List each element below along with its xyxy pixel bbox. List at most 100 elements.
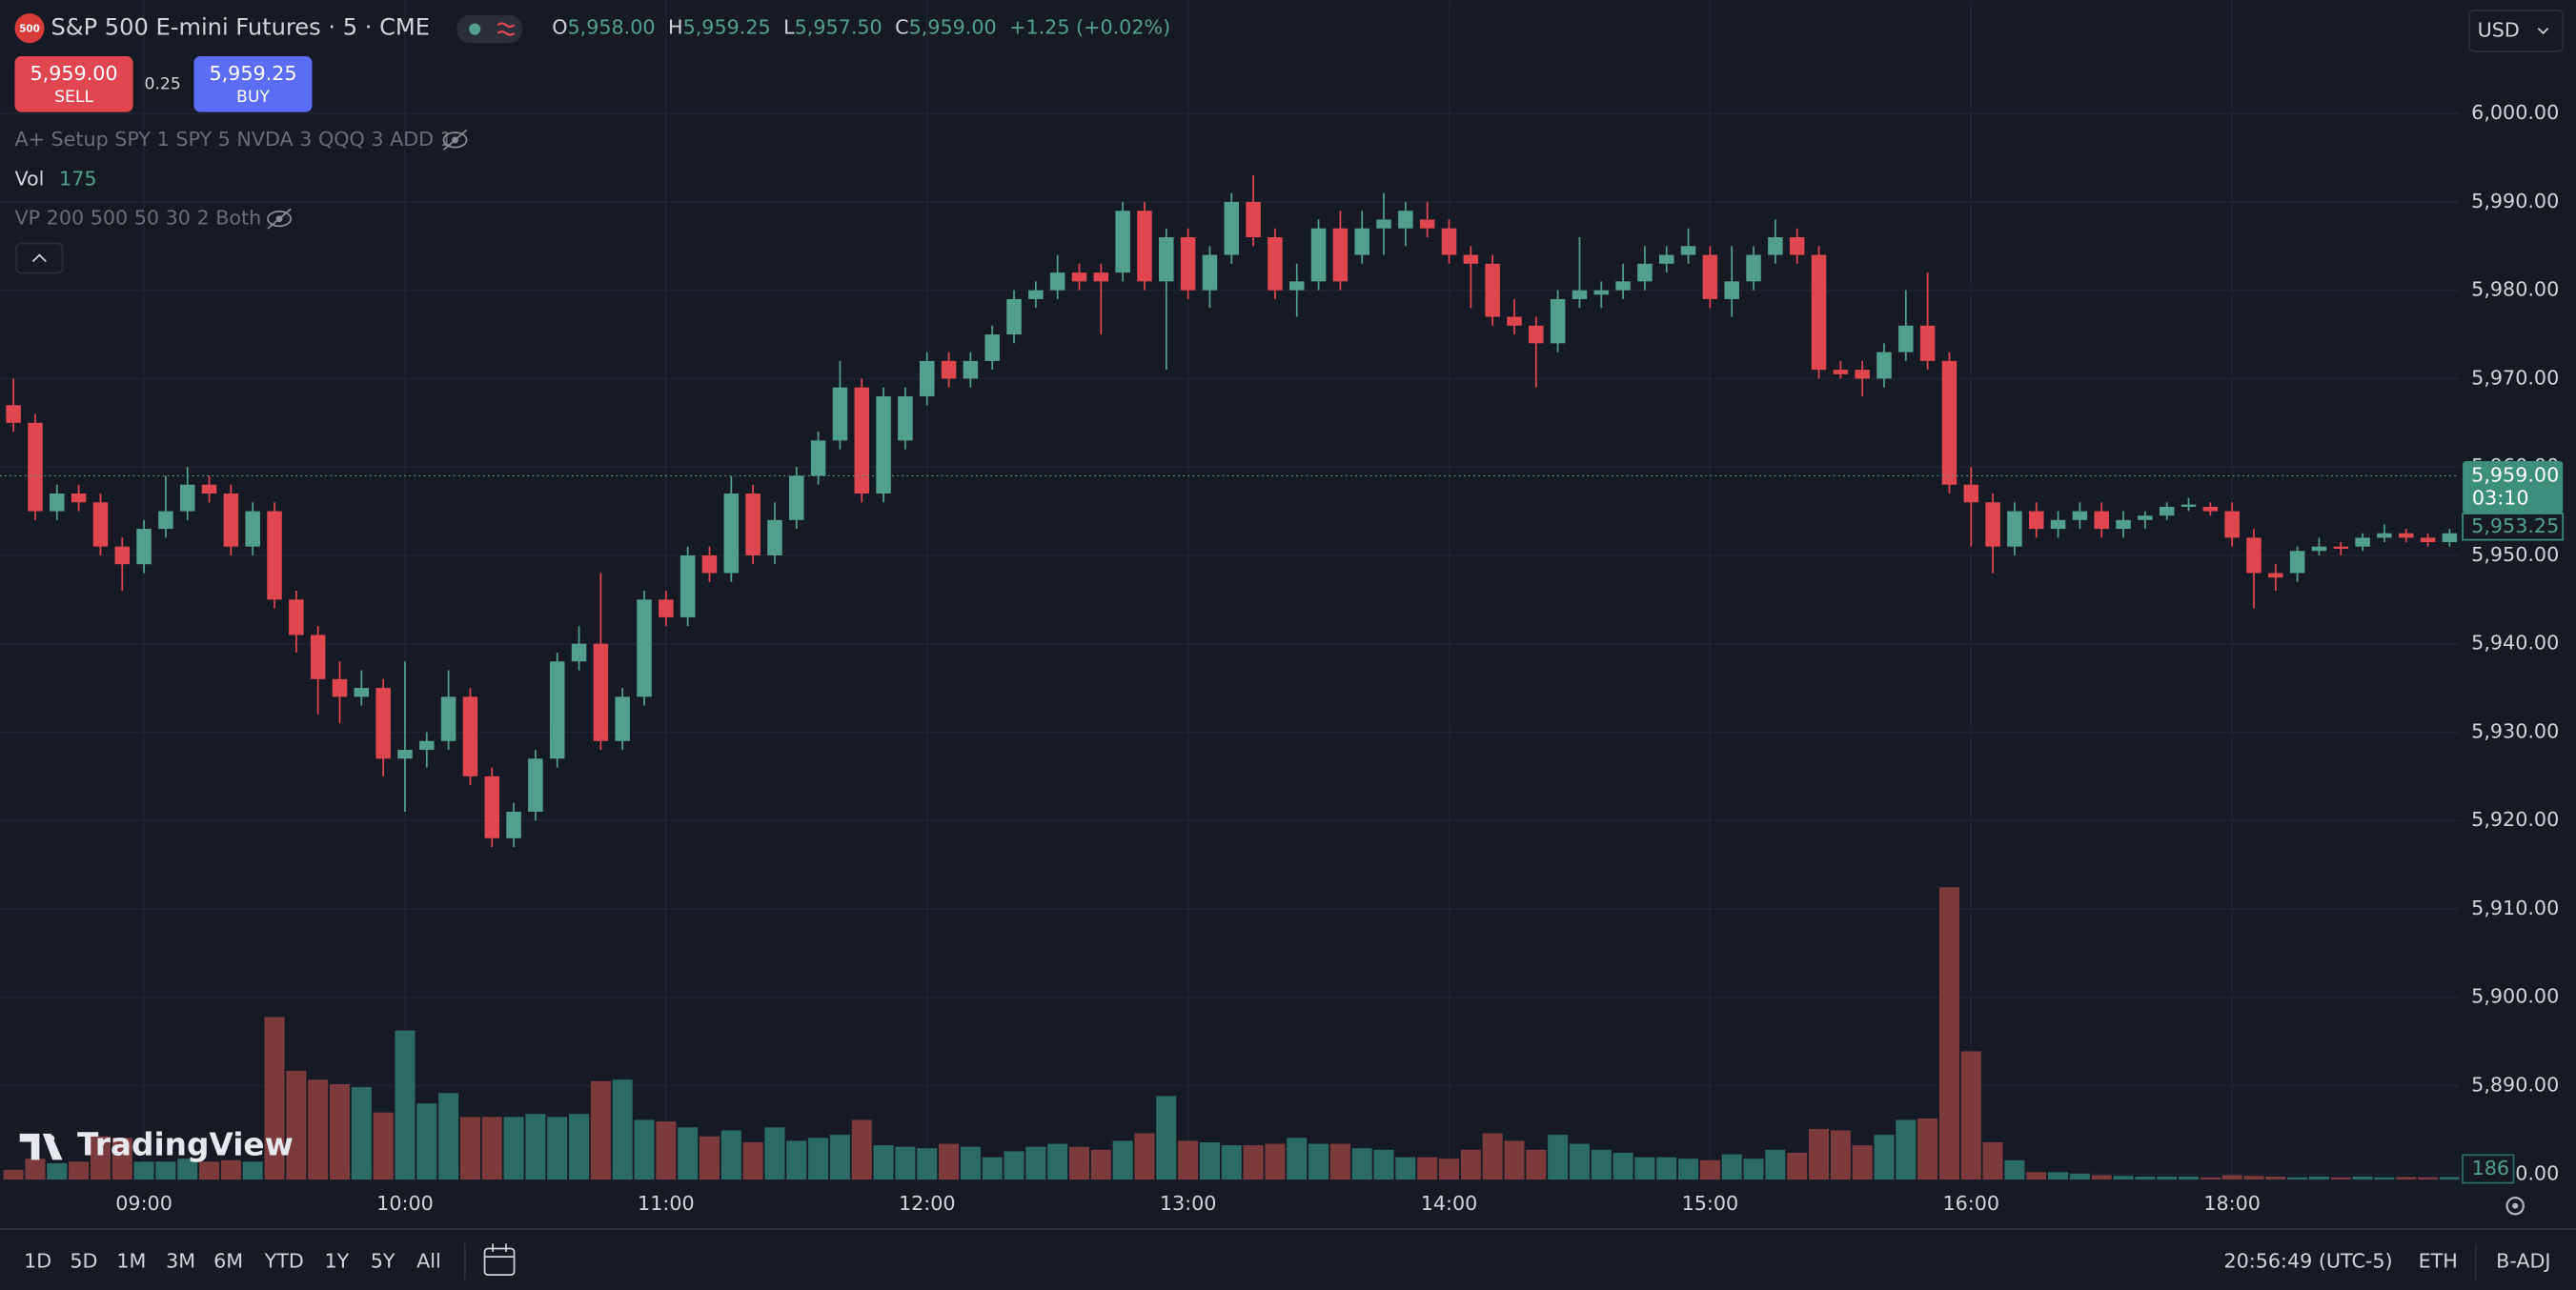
x-tick-label: 18:00 bbox=[2203, 1192, 2261, 1215]
indicator-vol[interactable]: Vol bbox=[15, 167, 45, 190]
volume-bar bbox=[1960, 1051, 1981, 1180]
symbol-title[interactable]: S&P 500 E-mini Futures · 5 · CME bbox=[51, 14, 430, 41]
candle-body bbox=[6, 405, 21, 423]
volume-label: 186 bbox=[2472, 1157, 2509, 1179]
currency-button[interactable] bbox=[2468, 9, 2565, 52]
range-button[interactable]: 1M bbox=[116, 1249, 146, 1272]
hidden-eye[interactable] bbox=[442, 129, 468, 151]
volume-bar bbox=[1178, 1140, 1199, 1180]
candle-body bbox=[484, 776, 500, 838]
range-button[interactable]: All bbox=[416, 1249, 441, 1272]
candle-body bbox=[28, 422, 43, 512]
sell-label: SELL bbox=[54, 88, 93, 107]
candle-body bbox=[245, 511, 260, 547]
y-tick-label: 6,000.00 bbox=[2471, 101, 2559, 124]
candle-body bbox=[679, 554, 696, 617]
y-tick-label: 5,980.00 bbox=[2471, 278, 2559, 301]
candle-body bbox=[1855, 370, 1870, 379]
candle-body bbox=[1985, 502, 2000, 547]
candle-body bbox=[1485, 263, 1500, 317]
volume-bar bbox=[1156, 1096, 1177, 1180]
candle-body bbox=[397, 750, 413, 759]
candle-body bbox=[1419, 219, 1435, 229]
candle-body bbox=[506, 811, 521, 838]
collapse-button[interactable] bbox=[15, 242, 64, 274]
candle-body bbox=[1398, 211, 1413, 229]
candle-body bbox=[2202, 506, 2219, 512]
candle-body bbox=[419, 740, 435, 751]
x-tick-label: 09:00 bbox=[115, 1192, 172, 1215]
candle-body bbox=[659, 599, 674, 617]
ohlc-key: O bbox=[552, 16, 567, 39]
volume-bar bbox=[1982, 1141, 2003, 1180]
candle-body bbox=[701, 554, 718, 574]
volume-bar bbox=[1134, 1133, 1155, 1180]
candle-body bbox=[1006, 298, 1022, 335]
candle-body bbox=[462, 696, 478, 776]
volume-bar bbox=[1199, 1141, 1220, 1180]
candle-body bbox=[1115, 211, 1130, 273]
volume-bar bbox=[3, 1169, 24, 1180]
candle-body bbox=[919, 360, 935, 396]
candle-body bbox=[1159, 236, 1174, 282]
currency: USD bbox=[2478, 18, 2520, 41]
y-tick-label: 5,950.00 bbox=[2471, 543, 2559, 566]
volume-bar bbox=[1699, 1159, 1720, 1180]
range-button[interactable]: 1D bbox=[24, 1249, 51, 1272]
session-button[interactable]: ETH bbox=[2419, 1249, 2458, 1272]
status-dot bbox=[469, 23, 481, 35]
last-price-box bbox=[2463, 460, 2564, 514]
candle-body bbox=[1529, 325, 1544, 344]
volume-bar bbox=[1287, 1138, 1308, 1180]
range-button[interactable]: 5D bbox=[70, 1249, 97, 1272]
buy-button[interactable] bbox=[193, 55, 313, 112]
volume-bar bbox=[1787, 1152, 1808, 1180]
adjust-button[interactable]: B-ADJ bbox=[2496, 1249, 2550, 1272]
volume-bar bbox=[1591, 1149, 1612, 1180]
candle-body bbox=[1202, 254, 1218, 291]
range-button[interactable]: YTD bbox=[264, 1249, 304, 1272]
indicator-vp[interactable]: VP 200 500 50 30 2 Both bbox=[15, 207, 262, 230]
range-button[interactable]: 5Y bbox=[371, 1249, 396, 1272]
volume-bar bbox=[1765, 1149, 1786, 1180]
candle-body bbox=[1288, 281, 1305, 291]
volume-bar bbox=[1569, 1143, 1590, 1180]
candle-body bbox=[593, 643, 609, 741]
range-button[interactable]: 1Y bbox=[324, 1249, 349, 1272]
settings-icon[interactable] bbox=[2505, 1196, 2525, 1216]
y-tick-label: 5,890.00 bbox=[2471, 1074, 2559, 1097]
range-button[interactable]: 6M bbox=[213, 1249, 243, 1272]
volume-bar bbox=[656, 1121, 677, 1180]
x-tick-label: 11:00 bbox=[638, 1192, 695, 1215]
goto-date-button[interactable] bbox=[483, 1243, 516, 1276]
indicator-setup[interactable]: A+ Setup SPY 1 SPY 5 NVDA 3 QQQ 3 ADD 1 bbox=[15, 128, 453, 151]
volume-bar bbox=[720, 1130, 741, 1180]
candle-body bbox=[1572, 290, 1588, 299]
volume-bar bbox=[220, 1159, 241, 1180]
status-pill[interactable] bbox=[456, 14, 523, 44]
candle-body bbox=[1702, 254, 1718, 299]
candle-body bbox=[2355, 537, 2370, 547]
logo-text: 500 bbox=[19, 24, 40, 35]
volume-bar bbox=[612, 1079, 633, 1180]
hidden-eye[interactable] bbox=[267, 208, 292, 230]
volume-bar bbox=[2048, 1172, 2069, 1180]
candle-body bbox=[1028, 290, 1044, 299]
sell-button[interactable] bbox=[14, 55, 133, 112]
candle-body bbox=[1833, 370, 1849, 374]
ohlc-legend: O5,958.00 H5,959.25 L5,957.50 C5,959.00 … bbox=[552, 16, 1170, 39]
volume-bar bbox=[2352, 1176, 2373, 1180]
candle-body bbox=[723, 494, 740, 574]
x-tick-label: 14:00 bbox=[1421, 1192, 1478, 1215]
candle-body bbox=[2116, 519, 2131, 530]
candle-body bbox=[789, 475, 804, 520]
candle-body bbox=[1789, 236, 1805, 255]
candle-body bbox=[1593, 290, 1610, 295]
symbol-logo bbox=[14, 13, 45, 44]
volume-bar bbox=[2374, 1177, 2395, 1180]
clock[interactable]: 20:56:49 (UTC-5) bbox=[2223, 1249, 2392, 1272]
range-button[interactable]: 3M bbox=[166, 1249, 195, 1272]
candle-body bbox=[637, 599, 652, 697]
candle-body bbox=[1441, 228, 1457, 255]
